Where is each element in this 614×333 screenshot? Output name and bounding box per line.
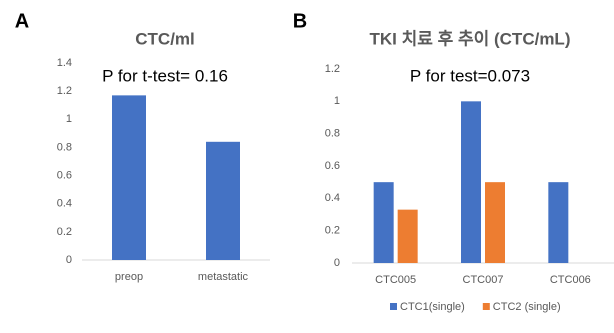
bar [461,101,481,263]
annotation: P for t-test= 0.16 [102,66,228,85]
bar [485,182,505,263]
y-tick-label: 0.6 [325,160,340,172]
panel-label: B [293,10,307,32]
y-tick-label: 0.2 [325,225,340,237]
y-tick-label: 1.2 [57,85,72,97]
bar [548,182,569,263]
annotation: P for test=0.073 [410,66,530,85]
y-tick-label: 0.4 [57,198,72,210]
x-tick-label: CTC006 [550,274,591,286]
bar [112,95,146,260]
bar [397,209,418,263]
legend-swatch [482,303,490,310]
y-tick-label: 1 [66,113,72,125]
x-tick-label: preop [115,271,143,283]
y-tick-label: 0.8 [325,128,340,140]
y-tick-label: 0 [334,257,340,269]
y-tick-label: 0.2 [57,226,72,238]
x-tick-label: CTC005 [375,274,416,286]
legend-swatch [390,303,397,310]
y-tick-label: 0.8 [57,141,72,153]
chart-title: CTC/ml [135,29,195,48]
y-tick-label: 1.2 [325,63,340,75]
y-tick-label: 1 [334,95,340,107]
x-tick-label: metastatic [198,271,249,283]
bar [373,182,394,263]
y-tick-label: 0 [66,254,72,266]
y-tick-label: 1.4 [57,57,72,69]
panel-label: A [15,10,29,32]
chart-title: TKI 치료 후 추이 (CTC/mL) [370,28,571,48]
legend-label: CTC1(single) [400,301,465,313]
y-tick-label: 0.6 [57,169,72,181]
y-tick-label: 0.4 [325,192,340,204]
legend-label: CTC2 (single) [493,301,561,313]
x-tick-label: CTC007 [463,274,504,286]
bar [206,141,240,260]
